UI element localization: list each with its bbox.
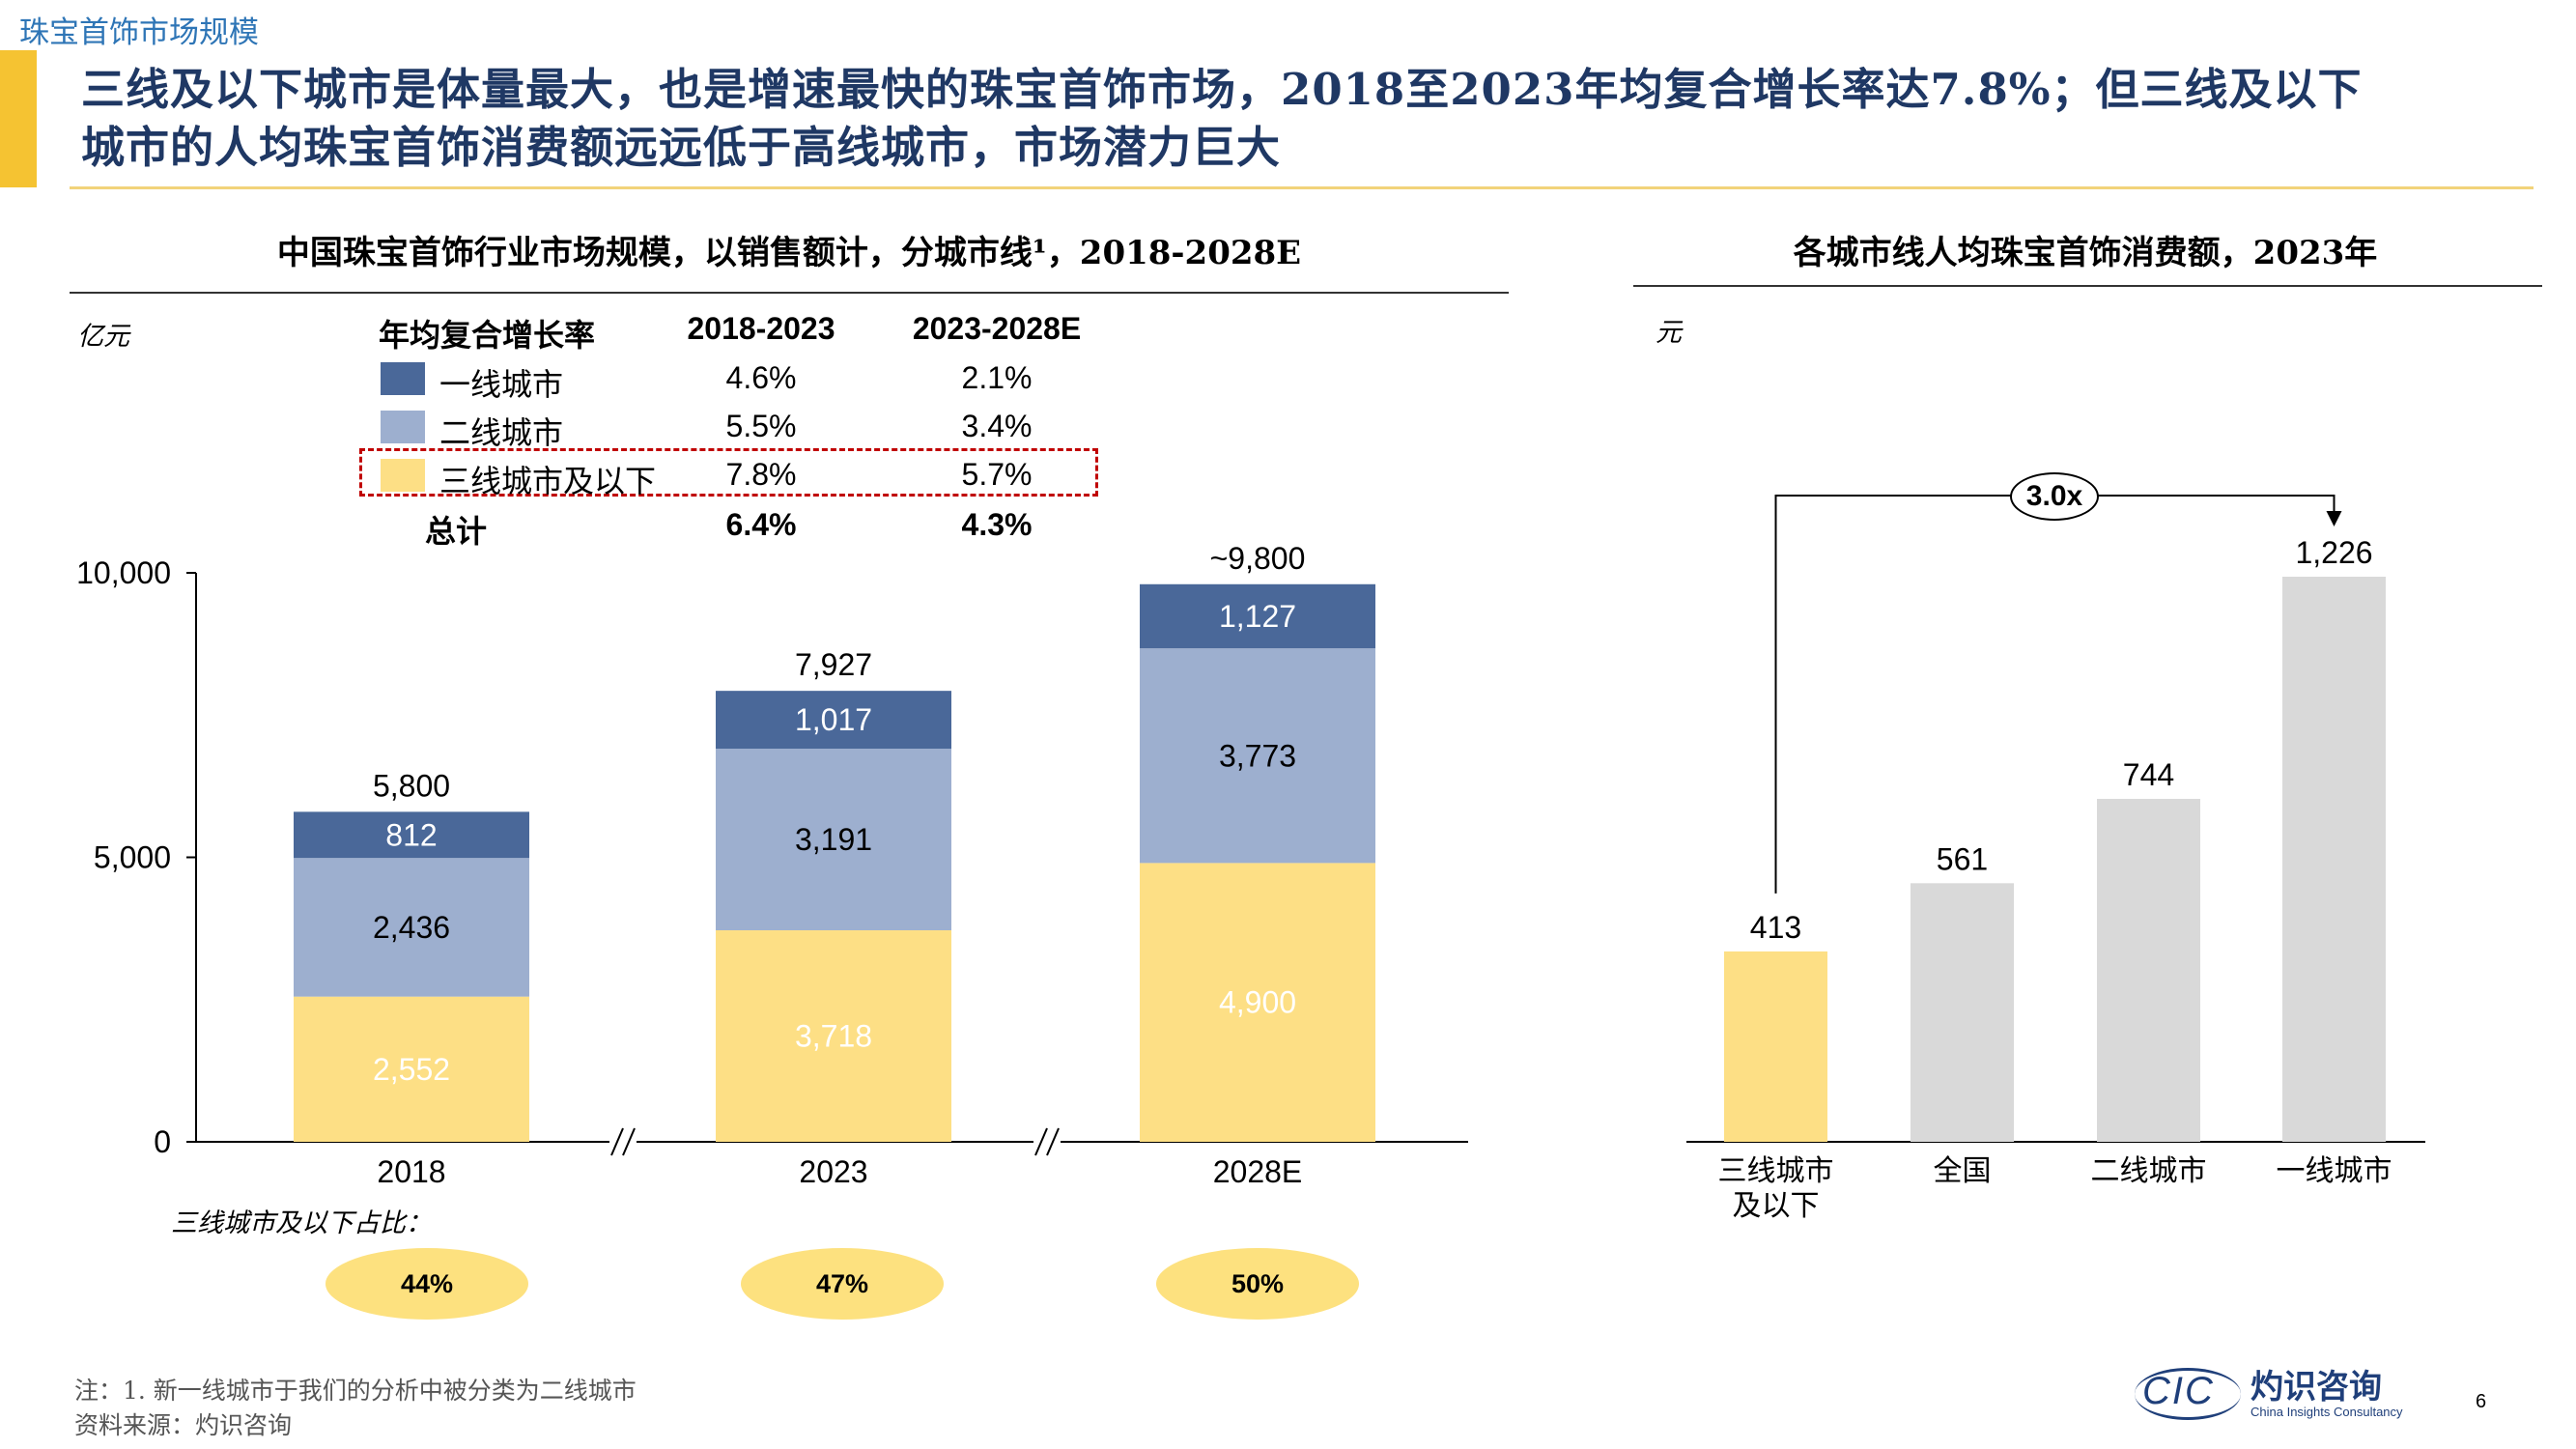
- left-chart-divider: [70, 292, 1509, 294]
- axis-break-mark: [610, 1127, 624, 1156]
- bar-value-label: 3,773: [1219, 738, 1296, 773]
- footnote: 注：1. 新一线城市于我们的分析中被分类为二线城市: [74, 1377, 637, 1405]
- bar-segment: [294, 996, 529, 1142]
- bar-segment: [1140, 583, 1375, 649]
- y-unit-label: 元: [1656, 318, 1682, 348]
- bar-value-label: 3,718: [795, 1019, 872, 1054]
- bar-value-label: 3,191: [795, 822, 872, 857]
- cagr-total: 4.3%: [961, 507, 1033, 542]
- axis-break-mark: [622, 1127, 636, 1156]
- share-badge-2028: 50%: [1156, 1248, 1359, 1320]
- bar-segment: [294, 858, 529, 997]
- bar: [1911, 883, 2014, 1142]
- x-tick-label: 二线城市: [2091, 1155, 2207, 1187]
- bar-segment: [716, 691, 951, 750]
- section-label: 珠宝首饰市场规模: [19, 15, 259, 50]
- right-chart-title: 各城市线人均珠宝首饰消费额，2023年: [1793, 234, 2378, 272]
- bar: [1724, 951, 1827, 1142]
- legend-swatch-tier2: [381, 411, 425, 443]
- bar: [2097, 798, 2200, 1142]
- cagr-value: 3.4%: [961, 409, 1033, 443]
- cagr-total: 6.4%: [725, 507, 797, 542]
- legend-swatch-tier3: [381, 459, 425, 492]
- axis-break-mark: [1046, 1127, 1060, 1156]
- x-tick-label: 2028E: [1213, 1154, 1303, 1189]
- y-tick-label: 10,000: [76, 555, 171, 590]
- legend-label: 一线城市: [439, 366, 564, 403]
- source-note: 资料来源：灼识咨询: [74, 1411, 293, 1439]
- bar-value-label: 1,127: [1219, 599, 1296, 634]
- bar-value-label: 1,226: [2295, 535, 2372, 570]
- bar-total-label: 5,800: [373, 768, 450, 803]
- arrow-head-icon: [2326, 511, 2342, 526]
- x-tick-label: 及以下: [1733, 1190, 1820, 1222]
- share-badge-2018: 44%: [326, 1248, 528, 1320]
- bar-segment: [294, 811, 529, 859]
- legend-total-label: 总计: [425, 513, 488, 550]
- bar-value-label: 744: [2123, 757, 2174, 792]
- y-tick-label: 0: [154, 1124, 171, 1159]
- page-title-line1: 三线及以下城市是体量最大，也是增速最快的珠宝首饰市场，2018至2023年均复合…: [81, 64, 2363, 115]
- bar-value-label: 2,552: [373, 1052, 450, 1087]
- axis-break-mark: [1034, 1127, 1048, 1156]
- comparison-connector: [1774, 495, 2335, 894]
- bar-value-label: 2,436: [373, 910, 450, 945]
- cagr-period-1: 2018-2023: [687, 311, 835, 346]
- bar-value-label: 413: [1750, 910, 1801, 945]
- cic-logo: CIC 灼识咨询 China Insights Consultancy: [2125, 1352, 2453, 1430]
- bar-segment: [1140, 648, 1375, 864]
- accent-bar: [0, 50, 37, 187]
- bar-total-label: ~9,800: [1210, 541, 1306, 576]
- highlight-box: [359, 448, 1098, 497]
- x-tick-label: 一线城市: [2277, 1155, 2392, 1187]
- x-tick-label: 2023: [799, 1154, 867, 1189]
- bar-segment: [716, 749, 951, 931]
- cagr-value: 4.6%: [725, 360, 797, 395]
- bar: [2282, 577, 2386, 1142]
- cagr-value: 2.1%: [961, 360, 1033, 395]
- cagr-header: 年均复合增长率: [379, 317, 596, 354]
- cagr-value: 5.7%: [961, 457, 1033, 492]
- bar-total-label: 7,927: [795, 647, 872, 682]
- bar-segment: [1140, 863, 1375, 1142]
- bar-value-label: 1,017: [795, 702, 872, 737]
- share-badge-2023: 47%: [741, 1248, 944, 1320]
- title-divider: [70, 186, 2534, 189]
- y-tick-label: 5,000: [94, 840, 171, 875]
- x-tick-label: 三线城市: [1718, 1155, 1834, 1187]
- cagr-value: 5.5%: [725, 409, 797, 443]
- page-title-line2: 城市的人均珠宝首饰消费额远远低于高线城市，市场潜力巨大: [81, 122, 1282, 173]
- bar-segment: [716, 930, 951, 1142]
- page-number: 6: [2476, 1391, 2487, 1412]
- legend-swatch-tier1: [381, 362, 425, 395]
- x-tick-label: 全国: [1934, 1155, 1992, 1187]
- multiple-annotation: 3.0x: [2010, 472, 2099, 521]
- right-chart-divider: [1633, 285, 2542, 287]
- share-label: 三线城市及以下占比：: [171, 1208, 432, 1238]
- bar-value-label: 561: [1937, 841, 1988, 876]
- legend-label: 二线城市: [439, 414, 564, 451]
- cagr-value: 7.8%: [725, 457, 797, 492]
- left-chart-title: 中国珠宝首饰行业市场规模，以销售额计，分城市线¹，2018-2028E: [276, 234, 1302, 272]
- legend-label: 三线城市及以下: [439, 463, 657, 499]
- bar-value-label: 4,900: [1219, 985, 1296, 1020]
- x-tick-label: 2018: [377, 1154, 445, 1189]
- cagr-period-2: 2023-2028E: [912, 311, 1082, 346]
- y-unit-label: 亿元: [77, 322, 129, 352]
- bar-value-label: 812: [385, 817, 437, 852]
